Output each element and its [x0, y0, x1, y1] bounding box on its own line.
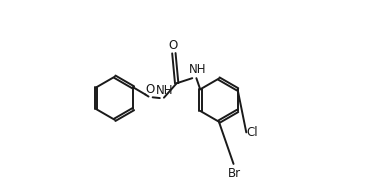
Text: O: O [168, 39, 178, 52]
Text: NH: NH [189, 63, 206, 76]
Text: Br: Br [228, 167, 241, 180]
Text: O: O [146, 83, 155, 96]
Text: Cl: Cl [247, 126, 258, 139]
Text: NH: NH [156, 84, 173, 97]
